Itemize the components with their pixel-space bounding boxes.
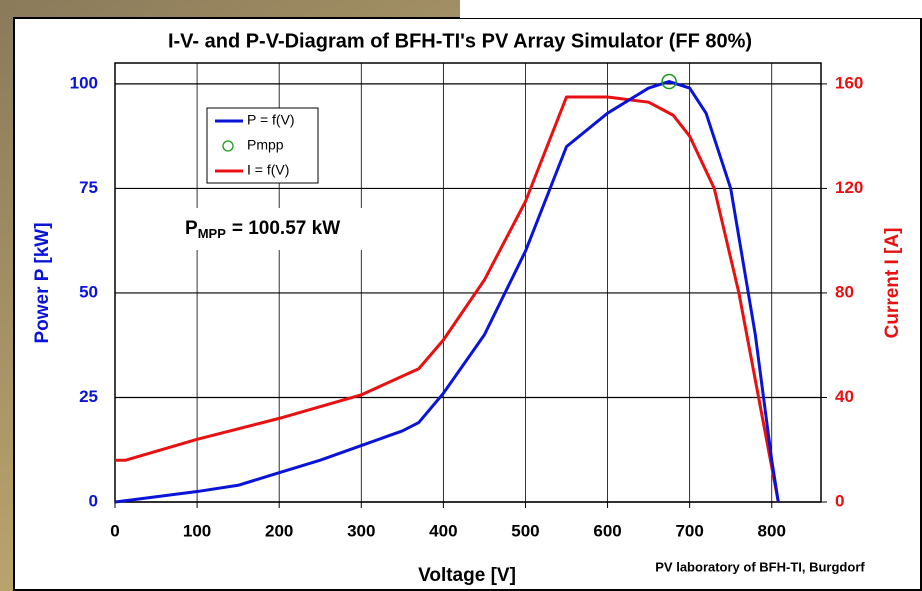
x-tick-label: 800 — [758, 521, 786, 540]
y2-tick-label: 80 — [835, 282, 854, 301]
y2-tick-label: 120 — [835, 178, 863, 197]
y2-tick-label: 0 — [835, 491, 844, 510]
x-tick-label: 600 — [593, 521, 621, 540]
x-tick-label: 700 — [675, 521, 703, 540]
annotation-text: P — [185, 218, 198, 239]
x-tick-label: 300 — [347, 521, 375, 540]
chart-title: I-V- and P-V-Diagram of BFH-TI's PV Arra… — [168, 30, 752, 52]
y2-tick-label: 160 — [835, 73, 863, 92]
x-tick-label: 100 — [183, 521, 211, 540]
legend-label: I = f(V) — [247, 162, 289, 178]
y2-axis-label: Current I [A] — [882, 228, 903, 339]
chart: I-V- and P-V-Diagram of BFH-TI's PV Arra… — [0, 0, 922, 591]
x-tick-label: 500 — [511, 521, 539, 540]
y2-tick-label: 40 — [835, 387, 854, 406]
legend-label: Pmpp — [247, 137, 284, 153]
x-tick-label: 200 — [265, 521, 293, 540]
chart-panel-top — [460, 0, 922, 18]
y-tick-label: 75 — [79, 178, 98, 197]
annotation-subscript: MPP — [198, 226, 227, 241]
x-axis-label: Voltage [V] — [418, 565, 516, 586]
y-tick-label: 0 — [89, 491, 98, 510]
legend-label: P = f(V) — [247, 112, 295, 128]
y-tick-label: 25 — [79, 387, 98, 406]
annotation-value: = 100.57 kW — [232, 218, 340, 239]
page: I-V- and P-V-Diagram of BFH-TI's PV Arra… — [0, 0, 922, 591]
y-tick-label: 50 — [79, 282, 98, 301]
footnote: PV laboratory of BFH-TI, Burgdorf — [655, 559, 865, 574]
y-axis-label: Power P [kW] — [32, 222, 53, 343]
x-tick-label: 400 — [429, 521, 457, 540]
x-tick-label: 0 — [110, 521, 119, 540]
y-tick-label: 100 — [70, 73, 98, 92]
